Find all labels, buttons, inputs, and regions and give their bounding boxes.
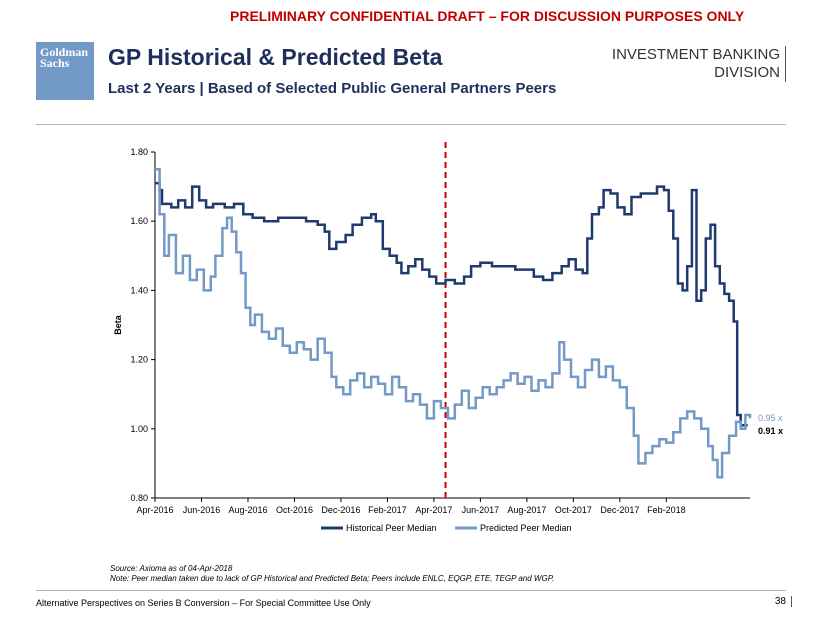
x-tick-label: Jun-2016 — [183, 505, 221, 515]
x-tick-label: Dec-2016 — [321, 505, 360, 515]
page-number: 38 — [775, 596, 792, 607]
historical-peer-median-line — [155, 181, 748, 427]
division-line2: DIVISION — [714, 64, 780, 81]
y-tick-label: 1.20 — [130, 355, 148, 365]
x-tick-label: Oct-2017 — [555, 505, 592, 515]
note-text: Note: Peer median taken due to lack of G… — [110, 574, 555, 583]
y-tick-label: 0.80 — [130, 493, 148, 503]
logo-line2: Sachs — [40, 56, 70, 70]
footer-rule — [36, 590, 786, 591]
header-rule — [36, 124, 786, 125]
division-label: INVESTMENT BANKING DIVISION — [612, 46, 786, 82]
legend-label-predicted: Predicted Peer Median — [480, 523, 572, 533]
x-tick-label: Aug-2016 — [228, 505, 267, 515]
x-tick-label: Aug-2017 — [507, 505, 546, 515]
y-tick-label: 1.00 — [130, 424, 148, 434]
beta-line-chart: 0.80 1.00 1.20 1.40 1.60 1.80 Beta Apr-2016 Jun-… — [113, 142, 783, 533]
logo-line1: Goldman — [40, 45, 89, 59]
predicted-peer-median-line — [155, 168, 752, 479]
page-subtitle: Last 2 Years | Based of Selected Public … — [108, 80, 557, 97]
x-tick-label: Apr-2017 — [415, 505, 452, 515]
x-tick-label: Oct-2016 — [276, 505, 313, 515]
y-tick-label: 1.80 — [130, 147, 148, 157]
goldman-sachs-logo: Goldman Sachs — [36, 42, 94, 100]
y-tick-label: 1.40 — [130, 285, 148, 295]
x-tick-label: Dec-2017 — [600, 505, 639, 515]
legend-label-historical: Historical Peer Median — [346, 523, 437, 533]
historical-end-label: 0.91 x — [758, 426, 783, 436]
source-text: Source: Axioma as of 04-Apr-2018 — [110, 564, 233, 573]
source-notes: Source: Axioma as of 04-Apr-2018 Note: P… — [110, 564, 554, 584]
x-tick-label: Jun-2017 — [462, 505, 500, 515]
predicted-end-label: 0.95 x — [758, 413, 783, 423]
footer-text: Alternative Perspectives on Series B Con… — [36, 598, 371, 608]
x-tick-label: Feb-2018 — [647, 505, 686, 515]
x-tick-label: Apr-2016 — [136, 505, 173, 515]
division-line1: INVESTMENT BANKING — [611, 46, 780, 63]
y-axis-label: Beta — [113, 314, 123, 335]
page-title: GP Historical & Predicted Beta — [108, 44, 443, 70]
y-tick-label: 1.60 — [130, 216, 148, 226]
draft-notice: PRELIMINARY CONFIDENTIAL DRAFT – FOR DIS… — [230, 8, 745, 24]
x-tick-label: Feb-2017 — [368, 505, 407, 515]
